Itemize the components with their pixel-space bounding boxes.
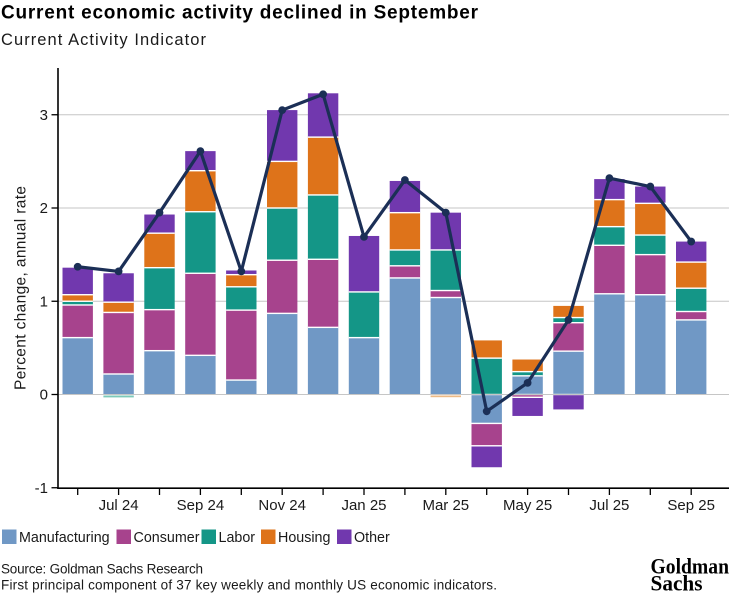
svg-text:Goldman: Goldman xyxy=(651,554,730,579)
svg-text:0: 0 xyxy=(40,387,48,404)
svg-text:Jul 25: Jul 25 xyxy=(589,497,629,514)
svg-text:Jan 25: Jan 25 xyxy=(341,497,386,514)
svg-text:Current economic activity decl: Current economic activity declined in Se… xyxy=(1,3,479,24)
svg-text:Current Activity Indicator: Current Activity Indicator xyxy=(1,31,207,49)
svg-text:First principal component of 3: First principal component of 37 key week… xyxy=(1,578,497,593)
svg-text:May 25: May 25 xyxy=(503,497,552,514)
svg-text:Other: Other xyxy=(354,530,390,546)
svg-text:Source: Goldman Sachs Research: Source: Goldman Sachs Research xyxy=(1,562,203,577)
svg-text:Sep 25: Sep 25 xyxy=(667,497,715,514)
svg-text:Mar 25: Mar 25 xyxy=(422,497,469,514)
svg-text:Sep 24: Sep 24 xyxy=(177,497,225,514)
svg-text:2: 2 xyxy=(40,200,48,217)
svg-text:3: 3 xyxy=(40,107,48,124)
svg-text:1: 1 xyxy=(40,293,48,310)
svg-text:Labor: Labor xyxy=(219,530,256,546)
svg-text:Nov 24: Nov 24 xyxy=(258,497,306,514)
svg-text:Percent change, annual rate: Percent change, annual rate xyxy=(13,186,30,390)
svg-text:Housing: Housing xyxy=(278,530,331,546)
svg-text:Sachs: Sachs xyxy=(651,571,703,596)
svg-text:Consumer: Consumer xyxy=(134,530,200,546)
svg-text:-1: -1 xyxy=(35,480,48,497)
svg-text:Manufacturing: Manufacturing xyxy=(19,530,110,546)
svg-text:Jul 24: Jul 24 xyxy=(99,497,139,514)
